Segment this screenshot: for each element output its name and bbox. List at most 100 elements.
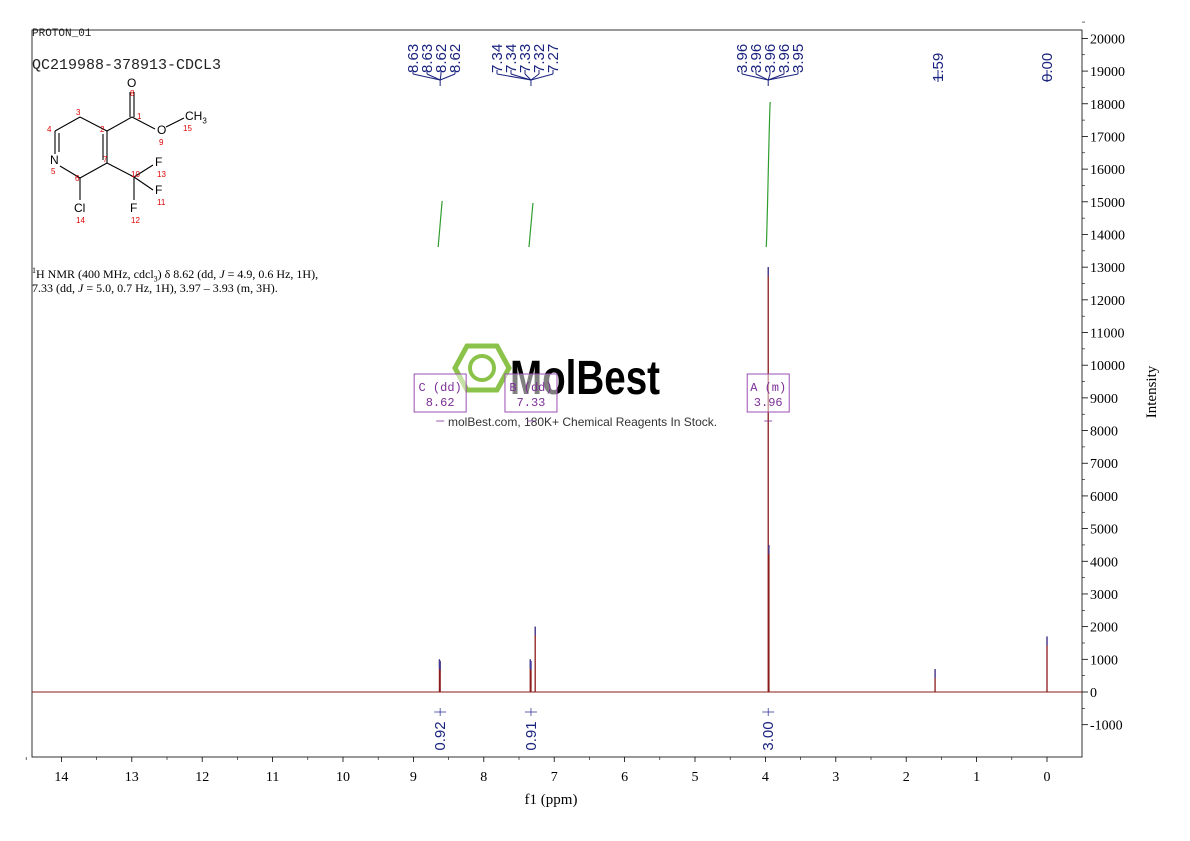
integral-value: 3.00	[760, 721, 777, 750]
atom-num-2: 2	[100, 125, 105, 134]
peak-label-connector	[530, 73, 540, 81]
peak-shift-label: 3.96	[776, 44, 793, 73]
y-axis-label: Intensity	[1144, 365, 1160, 418]
peak-label-connector	[530, 73, 554, 81]
integral-curve	[528, 202, 534, 248]
multiplet-shift: 8.62	[426, 396, 455, 410]
atom-num-14: 14	[76, 216, 85, 225]
atom-num-5: 5	[51, 167, 56, 176]
y-tick-label: 8000	[1090, 425, 1118, 440]
atom-symbol: O	[127, 76, 137, 90]
x-tick-label: 5	[692, 770, 699, 785]
atom-num-6: 6	[75, 174, 80, 183]
atom-num-10: 10	[131, 170, 140, 179]
peak-shift-label: 3.96	[734, 44, 751, 73]
peak-label-connector	[510, 73, 532, 81]
peak-shift-label: 8.63	[419, 44, 436, 73]
y-tick-label: 0	[1090, 686, 1097, 701]
multiplet-box	[413, 373, 467, 413]
y-tick-label: 3000	[1090, 588, 1118, 603]
y-tick-label: 18000	[1090, 98, 1125, 113]
atom-num-3: 3	[76, 108, 81, 117]
y-tick-label: -1000	[1090, 719, 1123, 734]
atom-f11: F	[155, 183, 163, 197]
x-tick-label: 8	[480, 770, 487, 785]
peak-shift-label: 7.32	[531, 44, 548, 73]
atom-cl14: Cl	[74, 201, 86, 215]
atom-num-13: 13	[157, 170, 166, 179]
atom-f12: F	[130, 201, 138, 215]
y-tick-label: 20000	[1090, 32, 1125, 47]
watermark-logo-icon	[452, 343, 512, 393]
peak-label-connector	[767, 73, 771, 81]
atom-n5: N	[50, 153, 59, 167]
x-tick-label: 10	[336, 770, 350, 785]
y-tick-label: 10000	[1090, 359, 1125, 374]
peak-label-connector	[412, 73, 441, 81]
peak-label-connector	[439, 73, 456, 81]
atom-o9: O	[157, 123, 167, 137]
atom-f13: F	[155, 155, 163, 169]
atom-num-12: 12	[131, 216, 140, 225]
atom-o8: O	[127, 76, 136, 90]
nmr-description-line1: 1H NMR (400 MHz, cdcl3) δ 8.62 (dd, J = …	[32, 266, 319, 284]
watermark-logo-ring-icon	[468, 354, 496, 382]
y-tick-label: 13000	[1090, 261, 1125, 276]
y-tick-label: 4000	[1090, 555, 1118, 570]
x-tick-label: 11	[266, 770, 279, 785]
peak-shift-label: 3.96	[762, 44, 779, 73]
peak-label-connector	[755, 73, 769, 81]
peak-shift-label: 7.27	[545, 44, 562, 73]
y-tick-label: 6000	[1090, 490, 1118, 505]
peak-shift-label: 3.96	[748, 44, 765, 73]
peak-shift-label: 7.34	[489, 44, 506, 73]
atom-num-7: 7	[103, 155, 108, 164]
y-tick-label: 12000	[1090, 294, 1125, 309]
y-tick-label: 17000	[1090, 130, 1125, 145]
peak-shift-label: 3.95	[790, 44, 807, 73]
peak-shift-label: 7.34	[503, 44, 520, 73]
y-tick-label: 9000	[1090, 392, 1118, 407]
multiplet-shift: 7.33	[517, 396, 546, 410]
x-tick-label: 9	[410, 770, 417, 785]
x-tick-label: 6	[621, 770, 628, 785]
y-tick-label: 19000	[1090, 65, 1125, 80]
x-tick-label: 14	[54, 770, 68, 785]
y-tick-label: 11000	[1090, 327, 1124, 342]
peak-label-connector	[426, 73, 441, 81]
peak-shift-label: 8.63	[405, 44, 422, 73]
x-tick-label: 0	[1044, 770, 1051, 785]
integral-curve	[765, 101, 771, 248]
multiplet-label: B (dd)	[509, 381, 552, 395]
x-tick-label: 2	[903, 770, 910, 785]
watermark-tagline: molBest.com, 180K+ Chemical Reagents In …	[448, 415, 717, 429]
sample-label: QC219988-378913-CDCL3	[32, 57, 222, 74]
multiplet-shift: 3.96	[754, 396, 783, 410]
experiment-label: PROTON_01	[32, 28, 92, 40]
integral-value: 0.92	[432, 721, 449, 750]
atom-num-11: 11	[157, 198, 166, 207]
x-tick-label: 3	[832, 770, 839, 785]
y-tick-label: 14000	[1090, 228, 1125, 243]
y-tick-label: 16000	[1090, 163, 1125, 178]
y-tick-label: 1000	[1090, 653, 1118, 668]
peak-label-connector	[496, 73, 532, 81]
multiplet-box	[746, 373, 790, 413]
x-tick-label: 4	[762, 770, 769, 785]
x-axis-label: f1 (ppm)	[525, 792, 578, 808]
y-tick-label: 15000	[1090, 196, 1125, 211]
atom-num-9: 9	[159, 138, 164, 147]
peak-shift-label: 1.59	[930, 53, 947, 82]
atom-ch3: CH3	[185, 109, 207, 126]
x-tick-label: 13	[125, 770, 139, 785]
y-tick-label: 5000	[1090, 523, 1118, 538]
plot-frame	[31, 29, 1083, 758]
x-tick-label: 7	[551, 770, 558, 785]
atom-num-4: 4	[47, 125, 52, 134]
atom-num-8: 8	[130, 89, 135, 98]
peak-label-connector	[439, 73, 442, 81]
y-tick-label: 2000	[1090, 621, 1118, 636]
x-tick-label: 12	[195, 770, 209, 785]
peak-shift-label: 8.62	[447, 44, 464, 73]
